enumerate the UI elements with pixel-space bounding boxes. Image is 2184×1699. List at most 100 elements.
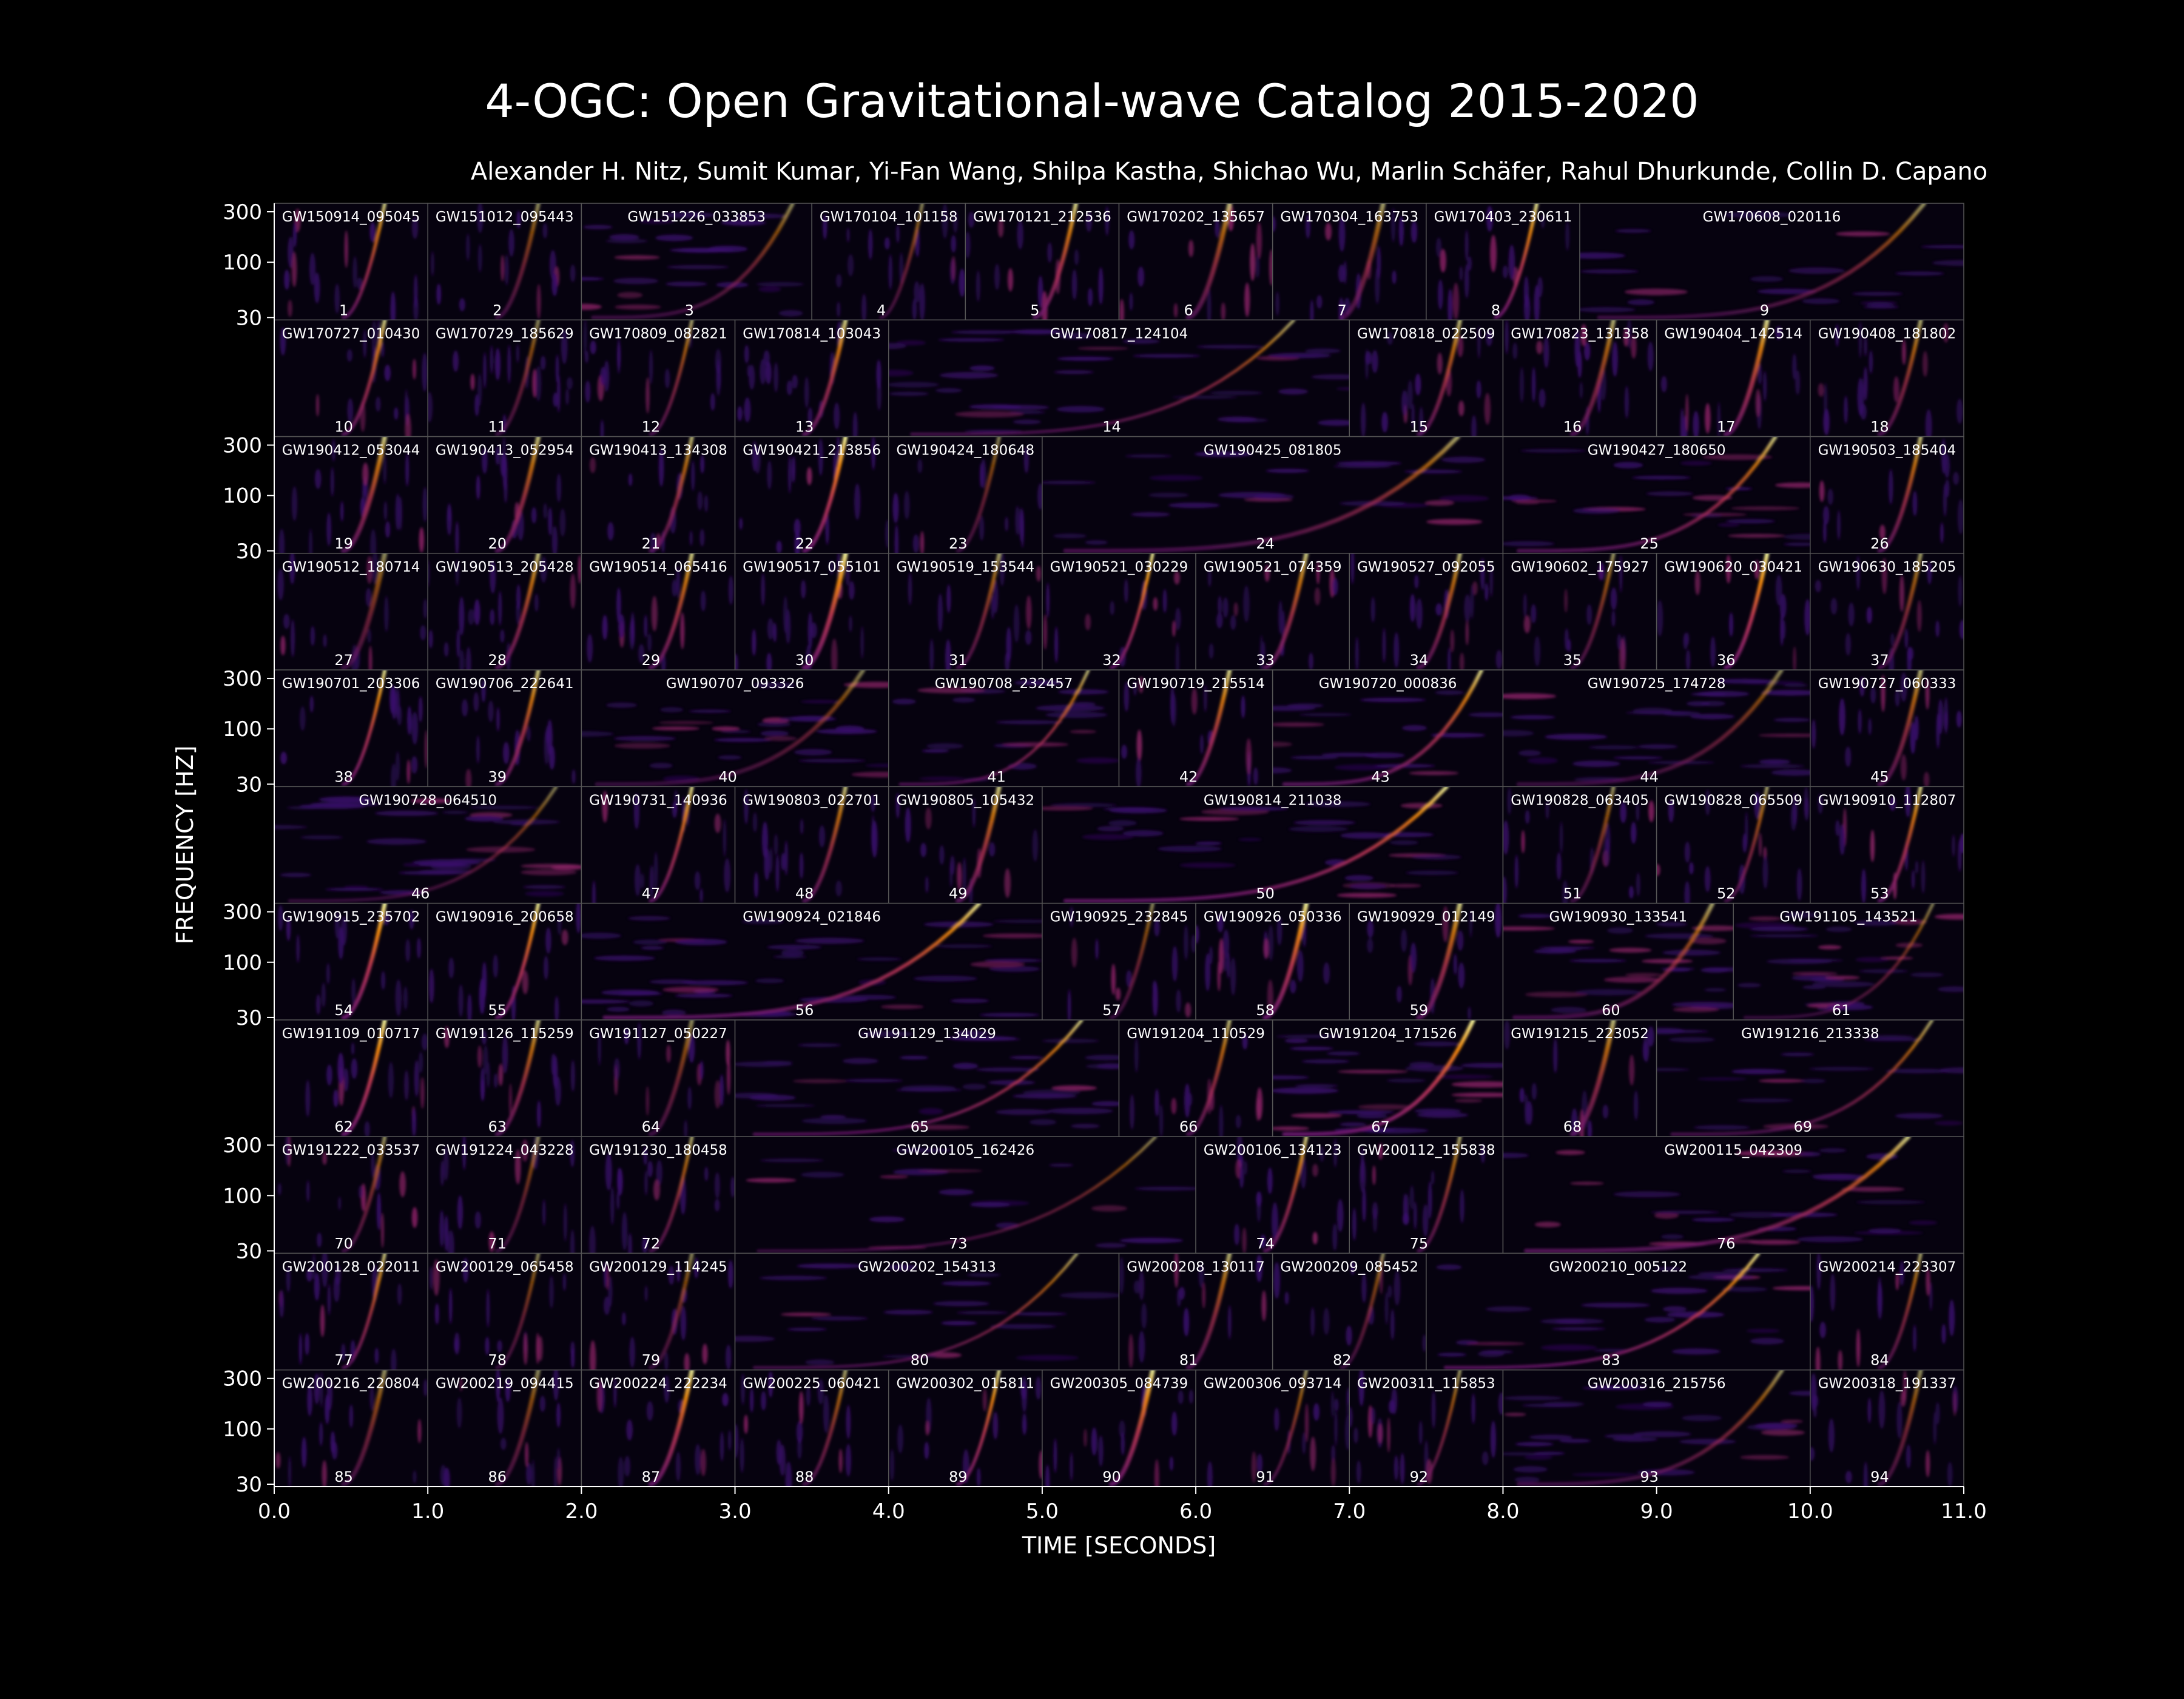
noise-blob xyxy=(1694,570,1700,595)
noise-blob xyxy=(993,580,999,613)
noise-blob xyxy=(1539,388,1546,408)
cell-noise xyxy=(1503,1137,1938,1253)
noise-streak xyxy=(992,405,1050,410)
event-index-label: 33 xyxy=(1256,652,1275,669)
noise-blob xyxy=(394,407,399,420)
noise-blob xyxy=(1860,404,1867,420)
event-name-label: GW190630_185205 xyxy=(1818,559,1956,575)
noise-blob xyxy=(312,1253,316,1280)
noise-blob xyxy=(1233,602,1238,616)
cell-noise xyxy=(1818,320,1963,437)
noise-blob xyxy=(1091,1427,1097,1456)
noise-blob xyxy=(343,1068,349,1092)
noise-blob xyxy=(767,460,772,490)
noise-blob xyxy=(299,706,306,731)
noise-streak xyxy=(1704,988,1727,992)
event-index-label: 86 xyxy=(488,1468,507,1485)
noise-blob xyxy=(1222,929,1230,959)
noise-blob xyxy=(937,593,943,632)
noise-streak xyxy=(682,980,749,985)
noise-blob xyxy=(321,982,326,1008)
noise-streak xyxy=(721,220,766,226)
noise-blob xyxy=(1523,276,1529,308)
noise-blob xyxy=(1119,1257,1124,1294)
noise-streak xyxy=(583,225,613,229)
noise-blob xyxy=(306,1268,313,1282)
event-index-label: 45 xyxy=(1870,768,1889,785)
noise-streak xyxy=(1633,1431,1691,1437)
chirp-track xyxy=(1416,553,1462,670)
cell-background xyxy=(274,903,428,1020)
noise-blob xyxy=(479,978,485,1015)
noise-blob xyxy=(1124,681,1129,712)
noise-streak xyxy=(1644,1317,1676,1323)
noise-blob xyxy=(1256,1254,1262,1282)
noise-blob xyxy=(383,454,387,485)
noise-streak xyxy=(1697,1077,1747,1081)
noise-blob xyxy=(418,696,423,723)
noise-blob xyxy=(1536,340,1543,354)
event-index-label: 44 xyxy=(1640,768,1659,785)
noise-blob xyxy=(565,388,569,405)
noise-streak xyxy=(1290,755,1339,760)
noise-blob xyxy=(672,579,677,597)
noise-streak xyxy=(619,991,663,996)
event-index-label: 41 xyxy=(987,768,1006,785)
y-tick-label: 300 xyxy=(223,434,262,458)
noise-blob xyxy=(476,475,480,500)
noise-blob xyxy=(945,639,951,670)
noise-blob xyxy=(314,468,322,489)
chirp-track xyxy=(1109,903,1155,1019)
noise-blob xyxy=(1795,370,1801,395)
noise-blob xyxy=(1221,302,1226,320)
noise-blob xyxy=(411,217,419,239)
noise-blob xyxy=(818,438,823,476)
noise-blob xyxy=(381,342,385,357)
noise-streak xyxy=(1503,730,1534,737)
cell-noise xyxy=(280,670,428,787)
noise-blob xyxy=(1413,1201,1417,1230)
noise-streak xyxy=(892,1148,953,1152)
noise-blob xyxy=(1647,1026,1654,1047)
noise-blob xyxy=(477,243,482,273)
noise-streak xyxy=(1796,1236,1864,1243)
noise-blob xyxy=(424,730,428,769)
noise-streak xyxy=(1389,883,1421,888)
noise-blob xyxy=(1162,589,1167,613)
noise-blob xyxy=(888,254,893,290)
noise-blob xyxy=(1272,1202,1278,1241)
noise-blob xyxy=(697,491,703,510)
noise-blob xyxy=(494,348,500,380)
event-index-label: 30 xyxy=(795,652,814,669)
noise-blob xyxy=(1705,403,1711,434)
noise-streak xyxy=(310,802,379,807)
noise-streak xyxy=(883,1309,933,1315)
noise-streak xyxy=(1910,972,1944,978)
cell-background xyxy=(1503,786,1657,904)
x-tick-label: 8.0 xyxy=(1486,1499,1519,1524)
noise-blob xyxy=(794,530,801,553)
event-index-label: 5 xyxy=(1030,302,1039,319)
noise-blob xyxy=(1414,575,1419,589)
noise-blob xyxy=(1587,1120,1592,1137)
event-name-label: GW190701_203306 xyxy=(282,676,420,692)
noise-streak xyxy=(795,937,864,944)
noise-blob xyxy=(283,613,290,629)
noise-streak xyxy=(666,282,707,286)
noise-blob xyxy=(498,590,502,626)
noise-streak xyxy=(780,1312,832,1317)
event-name-label: GW190720_000836 xyxy=(1319,676,1457,692)
noise-streak xyxy=(1737,1098,1793,1103)
noise-blob xyxy=(585,380,591,403)
event-name-label: GW190706_222641 xyxy=(436,676,574,692)
cell-noise xyxy=(447,436,566,553)
event-index-label: 50 xyxy=(1256,885,1275,902)
noise-blob xyxy=(428,629,433,649)
noise-streak xyxy=(655,234,693,242)
noise-blob xyxy=(744,1414,748,1434)
noise-blob xyxy=(644,1285,648,1302)
